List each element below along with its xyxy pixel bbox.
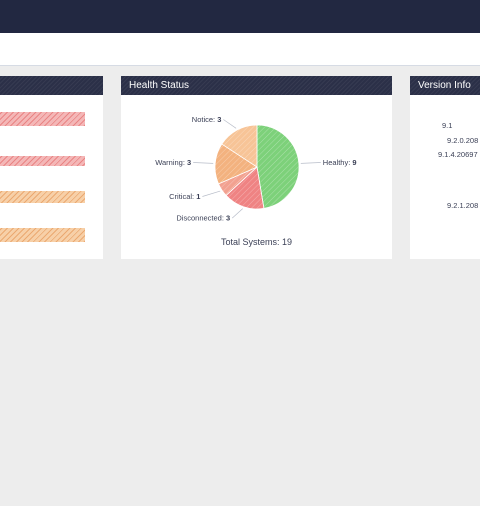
version-item: 9.2.0.208	[447, 136, 479, 145]
pie-label-warning: Warning: 3	[155, 158, 191, 167]
bar-3	[0, 191, 85, 203]
pie-label-healthy: Healthy: 9	[323, 158, 357, 167]
pie-leader-line	[223, 119, 237, 129]
pie-label-notice: Notice: 3	[192, 115, 222, 124]
version-item: 9.1	[442, 121, 453, 130]
bar-1	[0, 112, 85, 126]
pie-label-disconnected: Disconnected: 3	[176, 214, 230, 223]
health-status-title: Health Status	[121, 76, 392, 95]
version-info-title: Version Info	[410, 76, 480, 95]
toolbar-strip	[0, 33, 480, 66]
bar-2	[0, 156, 85, 166]
pie-slice-healthy[interactable]	[256, 124, 300, 209]
bar-4	[0, 228, 85, 242]
pie-leader-line	[300, 162, 321, 164]
left-panel	[0, 76, 103, 259]
health-pie-chart: Healthy: 9 Disconnected: 3 Critical: 1 Warn…	[155, 115, 357, 223]
version-item: 9.1.4.20697	[438, 150, 478, 159]
left-panel-header	[0, 76, 103, 95]
pie-label-critical: Critical: 1	[169, 192, 200, 201]
total-systems-label: Total Systems: 19	[220, 237, 293, 247]
version-item: 9.2.1.208	[447, 201, 479, 210]
pie-leader-line	[193, 162, 214, 164]
pie-leader-line	[231, 208, 243, 219]
version-info-panel: Version Info 9.1 9.2.0.208 9.1.4.20697 9…	[410, 76, 480, 259]
top-navigation-bar	[0, 0, 480, 33]
health-status-panel: Health Status Healthy: 9 Disconnected: 3 C…	[121, 76, 392, 259]
pie-leader-line	[202, 190, 221, 197]
